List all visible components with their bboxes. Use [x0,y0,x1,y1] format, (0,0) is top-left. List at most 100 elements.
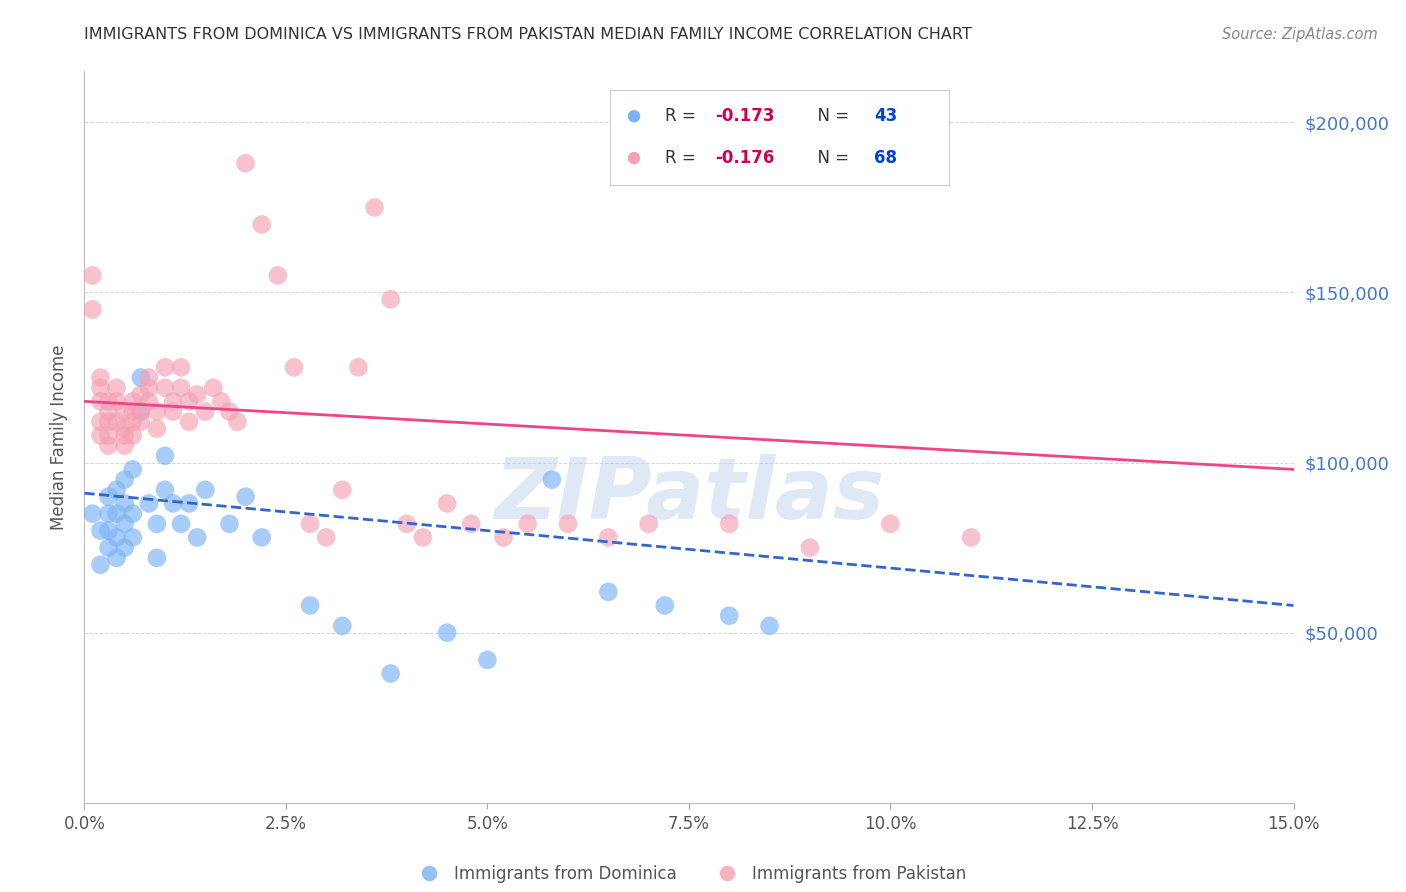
Point [138,381,160,395]
Point [97,524,120,538]
Point [623,151,645,165]
Point [299,599,322,613]
Point [97,507,120,521]
Point [623,109,645,123]
Point [114,404,136,418]
Point [380,293,402,307]
Point [299,516,322,531]
Point [267,268,290,283]
Y-axis label: Median Family Income: Median Family Income [51,344,69,530]
Point [129,387,152,401]
Point [121,394,143,409]
Point [153,449,176,463]
Point [758,619,780,633]
Point [138,370,160,384]
Point [460,516,482,531]
Point [121,428,143,442]
Point [162,404,184,418]
Point [114,428,136,442]
Point [97,490,120,504]
Point [97,439,120,453]
Point [121,531,143,545]
Point [170,360,193,375]
Point [492,531,515,545]
Point [121,415,143,429]
Point [598,531,620,545]
Text: -0.176: -0.176 [716,149,775,167]
Point [598,585,620,599]
Point [363,201,385,215]
Point [436,496,458,510]
Point [114,541,136,555]
Point [218,404,240,418]
Point [138,496,160,510]
Point [637,516,659,531]
Point [315,531,337,545]
Point [105,507,128,521]
Point [179,415,201,429]
Point [105,550,128,565]
Point [146,516,169,531]
Point [194,404,217,418]
Point [235,156,257,170]
Point [799,541,821,555]
Point [129,404,152,418]
Point [718,608,741,623]
Text: Source: ZipAtlas.com: Source: ZipAtlas.com [1222,27,1378,42]
Point [97,428,120,442]
Point [121,507,143,521]
Point [129,404,152,418]
Point [477,653,499,667]
Point [89,381,111,395]
Point [114,516,136,531]
Point [114,496,136,510]
Point [121,462,143,476]
Point [146,550,169,565]
Text: N =: N = [807,107,853,125]
Point [186,531,208,545]
Point [114,473,136,487]
Point [226,415,249,429]
Point [105,415,128,429]
Point [209,394,232,409]
Point [170,381,193,395]
Point [186,387,208,401]
Point [82,302,104,317]
Point [170,516,193,531]
Point [114,421,136,435]
Point [114,439,136,453]
Point [194,483,217,497]
Point [218,516,240,531]
Text: ZIPatlas: ZIPatlas [494,454,884,537]
Point [105,531,128,545]
Point [97,394,120,409]
Point [162,496,184,510]
Point [541,473,564,487]
Text: N =: N = [807,149,853,167]
Point [105,483,128,497]
Point [89,415,111,429]
Point [380,666,402,681]
Point [153,381,176,395]
Point [395,516,418,531]
Point [97,404,120,418]
Text: IMMIGRANTS FROM DOMINICA VS IMMIGRANTS FROM PAKISTAN MEDIAN FAMILY INCOME CORREL: IMMIGRANTS FROM DOMINICA VS IMMIGRANTS F… [84,27,972,42]
Point [82,507,104,521]
Text: 43: 43 [875,107,897,125]
Point [153,360,176,375]
Point [97,541,120,555]
Point [179,496,201,510]
Point [97,415,120,429]
Point [347,360,370,375]
Point [960,531,983,545]
Point [557,516,579,531]
Point [129,370,152,384]
Point [89,394,111,409]
Point [436,625,458,640]
Point [146,421,169,435]
Point [105,394,128,409]
Point [89,524,111,538]
Text: -0.173: -0.173 [716,107,775,125]
Point [718,516,741,531]
Point [250,531,273,545]
